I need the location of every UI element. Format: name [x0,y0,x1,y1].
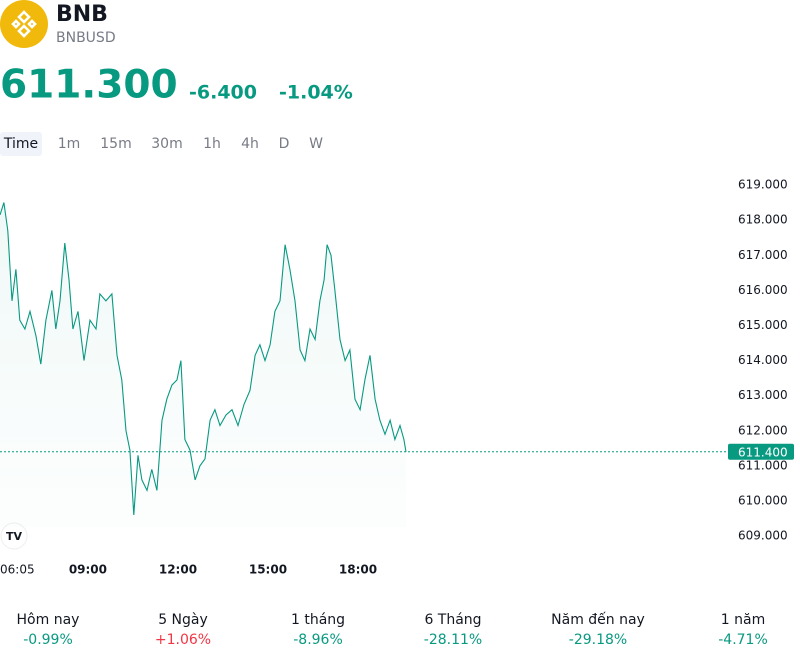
change: -6.400 [189,82,257,104]
area [0,202,407,527]
performance-item[interactable]: Năm đến nay -29.18% [551,611,645,648]
performance-value: -0.99% [23,632,73,648]
timeframe-tab[interactable]: 30m [151,136,182,152]
y-tick-label: 613.000 [738,388,788,402]
timeframe-tab[interactable]: 4h [241,136,259,152]
timeframe-tab[interactable]: Time [3,136,38,152]
performance-label: 1 năm [721,612,765,628]
performance-value: +1.06% [155,632,211,648]
svg-text:TV: TV [6,530,23,543]
performance-item[interactable]: 5 Ngày +1.06% [155,612,211,648]
price: 611.300 [0,63,178,108]
y-tick-label: 615.000 [738,318,788,332]
x-tick-label: 06:05 [0,563,35,577]
logo [0,0,48,48]
performance-label: Hôm nay [17,612,80,628]
performance-value: -28.11% [424,632,482,648]
performance-value: -8.96% [293,632,343,648]
performance-item[interactable]: 1 năm -4.71% [718,612,768,648]
timeframe-tab[interactable]: D [279,136,290,152]
y-tick-label: 609.000 [738,529,788,543]
y-tick-label: 614.000 [738,353,788,367]
performance-label: Năm đến nay [551,611,645,628]
y-tick-label: 610.000 [738,493,788,507]
last-price-tag [728,443,794,460]
y-tick-label: 616.000 [738,283,788,297]
symbol: BNB [56,2,108,27]
x-tick-label: 15:00 [249,563,287,577]
y-tick-label: 618.000 [738,213,788,227]
last-price-label: 611.400 [738,445,788,459]
timeframe-tab[interactable]: 1m [58,136,81,152]
timeframe-tab[interactable]: 15m [100,136,131,152]
tv-logo: TV [0,522,28,550]
performance-value: -4.71% [718,632,768,648]
performance-value: -29.18% [569,632,627,648]
performance-label: 6 Tháng [424,612,481,628]
y-tick-label: 617.000 [738,248,788,262]
timeframe-tab[interactable]: 1h [203,136,221,152]
timeframe-tab[interactable]: W [309,136,323,152]
performance-item[interactable]: 6 Tháng -28.11% [424,612,482,648]
y-tick-label: 619.000 [738,178,788,192]
x-tick-label: 09:00 [69,563,107,577]
change-pct: -1.04% [279,82,353,104]
y-tick-label: 612.000 [738,423,788,437]
performance-label: 1 tháng [291,612,345,628]
ticker: BNBUSD [56,30,116,46]
performance-item[interactable]: Hôm nay -0.99% [17,612,80,648]
tab-active [0,132,42,156]
performance-item[interactable]: 1 tháng -8.96% [291,612,345,648]
y-tick-label: 611.000 [738,458,788,472]
price-line [0,202,407,516]
performance-label: 5 Ngày [158,612,208,628]
x-tick-label: 12:00 [159,563,197,577]
x-tick-label: 18:00 [339,563,377,577]
